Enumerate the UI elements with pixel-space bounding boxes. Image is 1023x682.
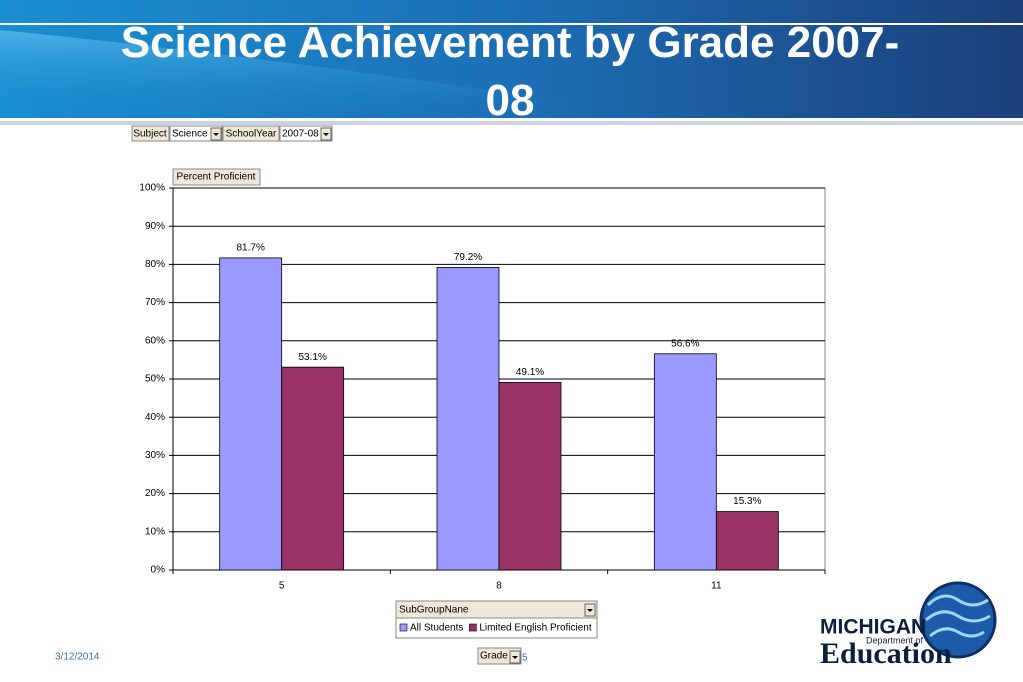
y-tick-label: 60% xyxy=(145,335,165,346)
data-field-button[interactable] xyxy=(172,168,261,186)
pivot-filters: Subject Science SchoolYear 2007-08 xyxy=(131,125,333,142)
logo-text: Education xyxy=(820,637,952,670)
y-tick-label: 90% xyxy=(145,221,165,232)
legend-items: All Students Limited English Proficient xyxy=(399,623,592,634)
dropdown-arrow xyxy=(587,609,593,612)
data-label: 49.1% xyxy=(516,367,544,378)
field-value-text: Science xyxy=(172,129,208,140)
data-field: Percent Proficient xyxy=(177,172,256,183)
y-tick-label: 10% xyxy=(145,526,165,537)
x-tick-label: 8 xyxy=(496,581,502,592)
bar xyxy=(436,267,500,571)
legend-swatch xyxy=(399,623,408,632)
data-label: 53.1% xyxy=(298,352,326,363)
y-tick-label: 40% xyxy=(145,412,165,423)
field-name: SchoolYear xyxy=(226,129,277,140)
data-label: 81.7% xyxy=(236,243,264,254)
y-tick-label: 20% xyxy=(145,488,165,499)
legend-label: All Students xyxy=(410,623,463,634)
field-name: Subject xyxy=(133,129,167,140)
series-field-button[interactable] xyxy=(395,600,598,619)
slide-number: 5 xyxy=(522,653,528,664)
slide-title: Science Achievement by Grade 2007-08 xyxy=(120,18,900,125)
header-shadow xyxy=(0,121,1023,125)
field-button[interactable] xyxy=(131,125,170,142)
y-tick-label: 30% xyxy=(145,450,165,461)
category-field: Grade xyxy=(480,651,508,662)
slide-date: 3/12/2014 xyxy=(55,652,100,663)
logo-text: Department of xyxy=(866,635,924,645)
dropdown-arrow xyxy=(512,656,518,659)
legend-label: Limited English Proficient xyxy=(479,623,591,634)
y-tick-label: 100% xyxy=(139,183,165,194)
header-swoosh xyxy=(0,30,620,110)
chart: 0% 10% 20% 30% 40% 50% 60% 70% 80% 90% 100% 5 81.7% 5… xyxy=(139,183,826,592)
y-tick-label: 50% xyxy=(145,374,165,385)
y-tick-label: 80% xyxy=(145,259,165,270)
bar xyxy=(219,257,283,571)
legend-swatch xyxy=(469,623,477,632)
y-tick-label: 70% xyxy=(145,297,165,308)
field-button[interactable] xyxy=(222,125,280,142)
bar xyxy=(498,382,562,571)
data-label: 79.2% xyxy=(454,252,482,263)
data-label: 56.6% xyxy=(671,338,699,349)
x-tick-label: 5 xyxy=(279,581,285,592)
bar xyxy=(653,353,717,571)
field-value-text: 2007-08 xyxy=(282,129,319,140)
logo-emblem xyxy=(919,581,997,659)
bar xyxy=(715,511,779,571)
field-value[interactable] xyxy=(279,125,333,142)
logo: MICHIGAN Department of Education xyxy=(820,581,997,670)
data-label: 15.3% xyxy=(733,496,761,507)
dropdown-arrow xyxy=(213,133,219,136)
dropdown-arrow xyxy=(323,133,329,136)
bar xyxy=(281,366,345,571)
series-field: SubGroupNane xyxy=(399,605,469,616)
logo-text: MICHIGAN xyxy=(820,616,926,639)
y-tick-label: 0% xyxy=(151,565,166,576)
field-value[interactable] xyxy=(169,125,223,142)
x-tick-label: 11 xyxy=(711,581,722,592)
logo-waves xyxy=(925,594,991,638)
